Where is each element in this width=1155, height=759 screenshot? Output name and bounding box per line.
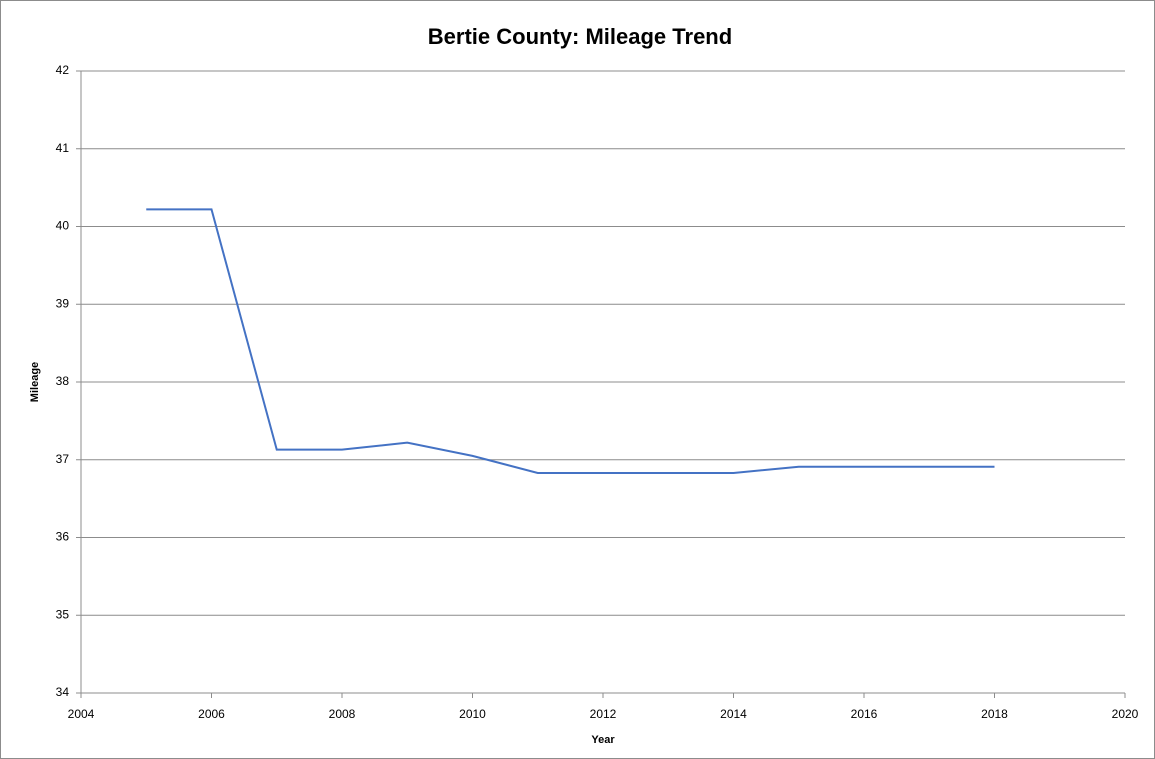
chart-title: Bertie County: Mileage Trend (428, 24, 732, 49)
x-tick-label: 2020 (1112, 707, 1139, 721)
y-tick-label: 36 (56, 530, 70, 544)
y-tick-label: 41 (56, 141, 70, 155)
y-tick-label: 40 (56, 219, 70, 233)
y-tick-label: 37 (56, 452, 70, 466)
x-tick-label: 2012 (590, 707, 617, 721)
line-series (146, 208, 995, 474)
x-tick-label: 2014 (720, 707, 747, 721)
x-axis-label: Year (591, 734, 615, 746)
x-tick-label: 2016 (851, 707, 878, 721)
y-tick-label: 39 (56, 296, 70, 310)
x-tick-label: 2010 (459, 707, 486, 721)
y-tick-label: 38 (56, 374, 70, 388)
x-tick-label: 2008 (329, 707, 356, 721)
x-tick-label: 2018 (981, 707, 1008, 721)
y-tick-label: 42 (56, 63, 70, 77)
x-tick-label: 2006 (198, 707, 225, 721)
y-tick-label: 35 (56, 607, 70, 621)
y-tick-label: 34 (56, 685, 70, 699)
x-tick-label: 2004 (68, 707, 95, 721)
y-axis-label: Mileage (29, 362, 41, 402)
